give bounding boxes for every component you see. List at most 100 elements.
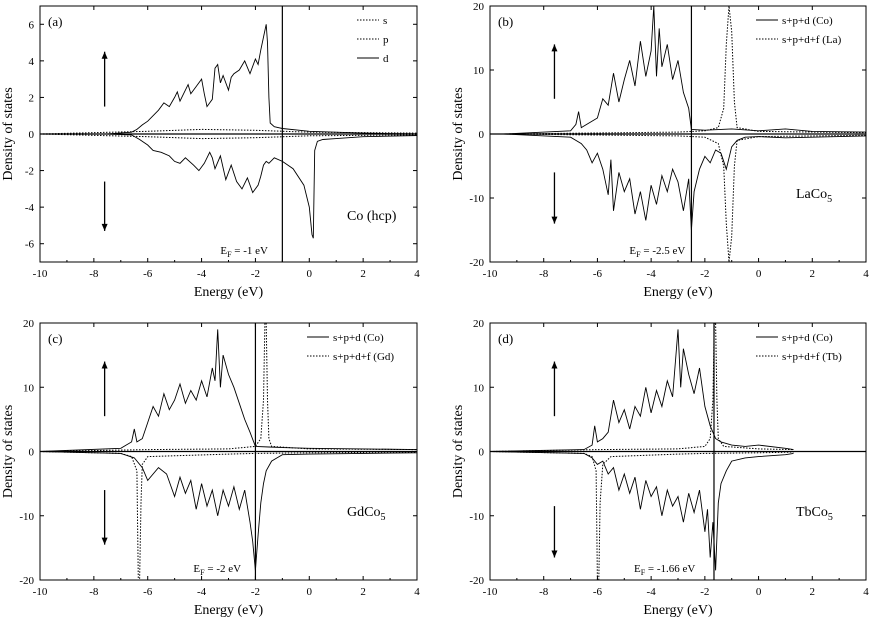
fermi-energy-label: EF = -2.5 eV	[629, 245, 685, 259]
y-tick-label: 0	[479, 447, 485, 459]
y-tick-label: 10	[473, 65, 485, 77]
x-tick-label: 0	[307, 586, 313, 598]
x-tick-label: 4	[863, 268, 869, 280]
y-tick-label: 20	[473, 318, 485, 330]
y-tick-label: -20	[469, 575, 484, 587]
system-label: TbCo5	[796, 505, 833, 523]
spin-up-arrow-icon-head	[551, 44, 558, 52]
x-tick-label: -8	[89, 268, 99, 280]
spin-down-arrow-icon-head	[551, 216, 558, 224]
x-tick-label: -10	[483, 268, 498, 280]
y-tick-label: -10	[19, 511, 34, 523]
series-line-co-down	[503, 133, 867, 231]
y-tick-label: 4	[29, 56, 35, 68]
y-tick-label: 10	[23, 382, 35, 394]
panel-label: (a)	[48, 14, 62, 29]
x-tick-label: 0	[756, 268, 762, 280]
system-name: Co (hcp)	[347, 209, 397, 224]
legend-entry: p	[383, 34, 389, 46]
x-tick-label: 4	[414, 268, 420, 280]
y-tick-label: -20	[469, 257, 484, 269]
fermi-symbol: E	[629, 245, 636, 257]
x-tick-label: -4	[647, 586, 657, 598]
x-tick-label: -2	[700, 268, 709, 280]
system-label: GdCo5	[347, 505, 385, 523]
y-axis-title: Density of states	[1, 405, 16, 498]
y-tick-label: 0	[29, 129, 35, 141]
y-tick-label: -20	[19, 575, 34, 587]
x-tick-label: 2	[810, 586, 816, 598]
x-tick-label: -4	[197, 268, 207, 280]
x-tick-label: 2	[810, 268, 816, 280]
legend-entry: s+p+d (Co)	[782, 332, 833, 344]
y-tick-label: 10	[473, 382, 485, 394]
x-axis-title: Energy (eV)	[194, 603, 264, 618]
x-tick-label: 4	[414, 586, 420, 598]
fermi-value: = -1.66 eV	[645, 563, 695, 575]
legend-entry: s+p+d+f (La)	[782, 34, 842, 46]
system-label: Co (hcp)	[347, 209, 397, 224]
y-tick-label: -4	[25, 202, 35, 214]
panel-a: -10 -8 -6 -4 -2 0 2 4 -6 -4 -2 0 2 4 6 (a) Co (hcp) EF = …	[1, 5, 420, 300]
x-axis-title: Energy (eV)	[643, 603, 713, 618]
system-name: TbCo	[796, 505, 828, 520]
system-subscript: 5	[380, 512, 385, 523]
fermi-subscript: F	[641, 568, 646, 577]
legend-entry: s+p+d (Co)	[782, 15, 833, 27]
fermi-value: = -2 eV	[205, 563, 241, 575]
fermi-subscript: F	[227, 250, 232, 259]
y-tick-label: -10	[469, 193, 484, 205]
spin-up-arrow-icon-head	[551, 361, 558, 369]
y-tick-label: 0	[29, 447, 35, 459]
y-tick-label: 6	[29, 19, 35, 31]
legend-entry: d	[383, 53, 389, 65]
series-line-co-up	[503, 5, 867, 135]
y-tick-label: 2	[29, 92, 35, 104]
system-label: LaCo5	[796, 187, 832, 205]
x-axis-title: Energy (eV)	[643, 285, 713, 300]
x-tick-label: 4	[863, 586, 869, 598]
fermi-value: = -2.5 eV	[641, 245, 686, 257]
panel-label: (b)	[498, 14, 513, 29]
series-line-tb-down	[489, 451, 794, 581]
y-tick-label: -10	[469, 511, 484, 523]
series-line-co-down	[489, 451, 794, 571]
fermi-symbol: E	[193, 563, 200, 575]
spin-down-arrow-icon-head	[101, 537, 108, 545]
x-tick-label: -4	[647, 268, 657, 280]
x-tick-label: -8	[539, 586, 549, 598]
x-tick-label: -10	[33, 586, 48, 598]
x-tick-label: -2	[251, 586, 260, 598]
x-tick-label: -8	[539, 268, 549, 280]
x-tick-label: -8	[89, 586, 99, 598]
fermi-energy-label: EF = -1 eV	[220, 245, 268, 259]
x-tick-label: -2	[251, 268, 260, 280]
series-line-d-up	[40, 24, 418, 135]
y-tick-label: -2	[25, 166, 34, 178]
panel-label: (c)	[48, 331, 62, 346]
x-tick-label: -10	[483, 586, 498, 598]
fermi-energy-label: EF = -2 eV	[193, 563, 241, 577]
series-line-co-up	[489, 329, 794, 452]
spin-down-arrow-icon-head	[551, 550, 558, 558]
system-name: GdCo	[347, 505, 380, 520]
legend-entry: s+p+d+f (Tb)	[782, 351, 842, 363]
spin-down-arrow-icon-head	[101, 223, 108, 231]
fermi-subscript: F	[636, 250, 641, 259]
x-tick-label: -10	[33, 268, 48, 280]
fermi-energy-label: EF = -1.66 eV	[634, 563, 695, 577]
x-tick-label: -6	[143, 268, 153, 280]
y-axis-title: Density of states	[451, 87, 466, 180]
series-line-co-down	[39, 451, 418, 571]
y-tick-label: -6	[25, 239, 35, 251]
spin-up-arrow-icon-head	[101, 361, 108, 369]
series-line-la-up	[503, 5, 867, 135]
fermi-value: = -1 eV	[232, 245, 268, 257]
x-tick-label: 0	[756, 586, 762, 598]
legend-entry: s+p+d (Co)	[333, 332, 384, 344]
legend-entry: s+p+d+f (Gd)	[333, 351, 394, 363]
series-line-s-p-down	[39, 133, 418, 140]
